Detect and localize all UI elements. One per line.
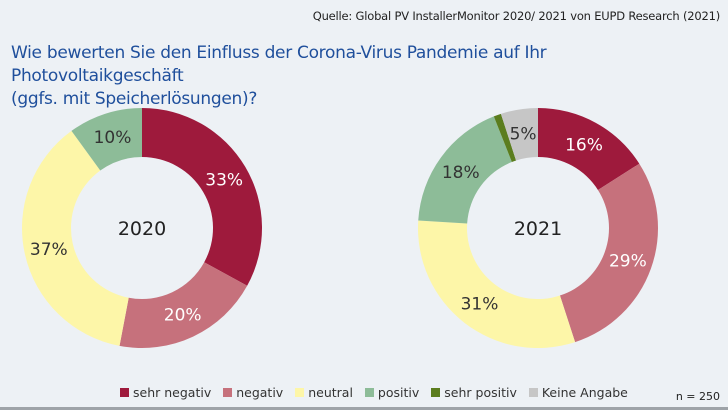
legend-item: sehr positiv	[431, 385, 517, 400]
legend-swatch	[120, 388, 129, 397]
title-line-1: Wie bewerten Sie den Einfluss der Corona…	[11, 43, 547, 86]
donut-slice-sehr-negativ	[538, 108, 640, 190]
legend-label: Keine Angabe	[541, 385, 628, 400]
legend-item: neutral	[295, 385, 353, 400]
legend-label: negativ	[236, 385, 284, 400]
data-label: 29%	[609, 251, 647, 271]
legend-swatch	[223, 388, 233, 397]
donut-slice-neutral	[21, 130, 129, 346]
data-label: 10%	[94, 128, 132, 148]
legend-label: sehr negativ	[133, 385, 212, 400]
data-label: 20%	[164, 305, 202, 325]
legend: sehr negativ negativ neutral positiv seh…	[120, 385, 628, 400]
donut-slice-positiv	[71, 108, 142, 171]
chart-title: Wie bewerten Sie den Einfluss der Corona…	[11, 42, 711, 111]
donut-slice-negativ	[559, 163, 658, 343]
legend-item: negativ	[223, 385, 283, 400]
donut-slice-positiv	[418, 116, 512, 224]
donut-slice-neutral	[418, 220, 576, 348]
data-label: 18%	[442, 163, 480, 183]
data-label: 16%	[565, 135, 603, 155]
donut-slice-negativ	[119, 262, 248, 348]
data-label: 37%	[30, 240, 68, 260]
legend-item: Keine Angabe	[528, 385, 628, 400]
data-label: 31%	[461, 294, 499, 314]
donut-slice-sehr-negativ	[142, 108, 263, 286]
legend-swatch	[364, 388, 374, 397]
legend-label: sehr positiv	[444, 385, 517, 400]
source-note: Quelle: Global PV InstallerMonitor 2020/…	[312, 9, 720, 23]
title-line-2: (ggfs. mit Speicherlösungen)?	[11, 89, 258, 109]
donut-slice-keine-angabe	[500, 108, 538, 161]
legend-swatch	[295, 388, 305, 397]
legend-label: positiv	[377, 385, 420, 400]
legend-swatch	[431, 388, 441, 397]
legend-label: neutral	[308, 385, 353, 400]
sample-size: n = 250	[675, 390, 720, 403]
bottom-divider	[0, 407, 728, 410]
donut-slice-sehr-positiv	[493, 113, 517, 162]
legend-swatch	[528, 388, 538, 397]
center-year-label: 2020	[118, 218, 166, 240]
data-label: 5%	[510, 125, 537, 145]
data-label: 33%	[205, 170, 243, 190]
center-year-label: 2021	[514, 218, 562, 240]
legend-item: sehr negativ	[120, 385, 211, 400]
legend-item: positiv	[364, 385, 420, 400]
